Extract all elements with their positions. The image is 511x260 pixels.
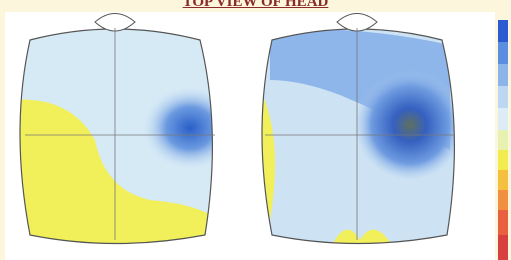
- title: TOP VIEW OF HEAD: [0, 0, 511, 11]
- page: TOP VIEW OF HEAD (() => { const data = J…: [0, 0, 511, 260]
- color-scale: [498, 20, 508, 260]
- eeg-maps: [0, 0, 511, 260]
